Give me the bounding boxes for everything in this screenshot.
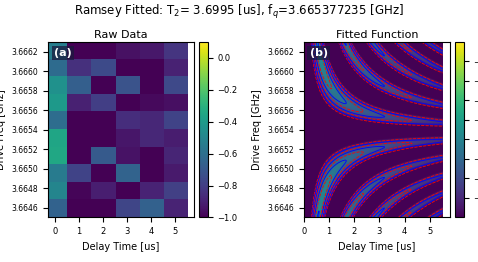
Title: Fitted Function: Fitted Function	[336, 30, 418, 40]
Y-axis label: Drive Freq [GHz]: Drive Freq [GHz]	[252, 89, 261, 170]
Text: (b): (b)	[310, 48, 328, 58]
Y-axis label: Drive Freq [GHz]: Drive Freq [GHz]	[0, 89, 6, 170]
Title: Raw Data: Raw Data	[94, 30, 148, 40]
X-axis label: Delay Time [us]: Delay Time [us]	[338, 242, 415, 252]
Text: Ramsey Fitted: T$_2$= 3.6995 [us], f$_q$=3.665377235 [GHz]: Ramsey Fitted: T$_2$= 3.6995 [us], f$_q$…	[74, 3, 404, 21]
Text: (a): (a)	[54, 48, 71, 58]
X-axis label: Delay Time [us]: Delay Time [us]	[82, 242, 160, 252]
